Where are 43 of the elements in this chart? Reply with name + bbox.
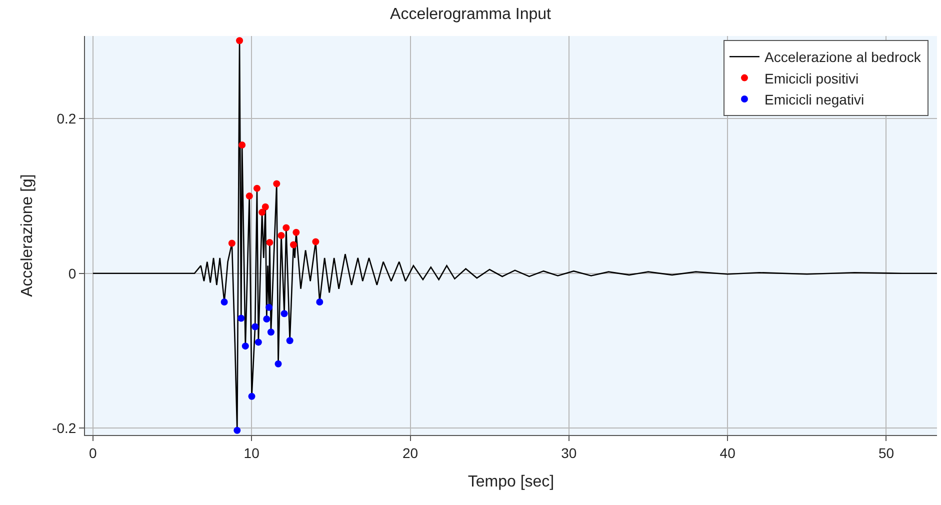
x-tick-label: 20: [402, 444, 418, 461]
y-tick-label: 0.2: [56, 110, 76, 127]
point: [267, 328, 274, 336]
point: [228, 240, 236, 247]
point: [290, 241, 297, 248]
y-tick-label: 0: [68, 265, 76, 282]
point: [316, 298, 324, 306]
point: [262, 203, 269, 210]
x-tick-label: 40: [720, 444, 736, 461]
point: [238, 314, 245, 322]
x-tick-label: 50: [878, 444, 894, 461]
legend-label: Emicicli negativi: [764, 91, 864, 108]
point: [278, 232, 285, 239]
point: [220, 298, 228, 306]
point: [253, 184, 260, 192]
point: [266, 304, 273, 311]
legend-label: Accelerazione al bedrock: [764, 49, 922, 66]
point: [248, 392, 256, 400]
point: [266, 238, 274, 246]
legend-label: Emicicli positivi: [764, 70, 859, 86]
x-tick-label: 30: [561, 444, 577, 461]
point: [312, 238, 320, 246]
y-axis-title: Accelerazione [g]: [18, 174, 36, 297]
point: [258, 208, 266, 216]
point: [252, 323, 259, 330]
chart-title: Accelerogramma Input: [390, 6, 552, 23]
point: [274, 360, 282, 368]
x-axis-title: Tempo [sec]: [468, 474, 554, 490]
point: [273, 180, 280, 188]
point: [254, 338, 262, 346]
point: [263, 316, 270, 323]
point: [236, 37, 244, 44]
point: [242, 342, 249, 350]
point: [280, 310, 288, 318]
point: [238, 142, 246, 149]
point: [286, 337, 294, 344]
point: [282, 224, 290, 232]
x-tick-label: 0: [89, 444, 98, 461]
x-tick-label: 10: [244, 444, 260, 461]
point: [246, 192, 253, 200]
point: [292, 228, 300, 236]
point: [234, 426, 241, 434]
y-tick-label: -0.2: [52, 420, 76, 436]
